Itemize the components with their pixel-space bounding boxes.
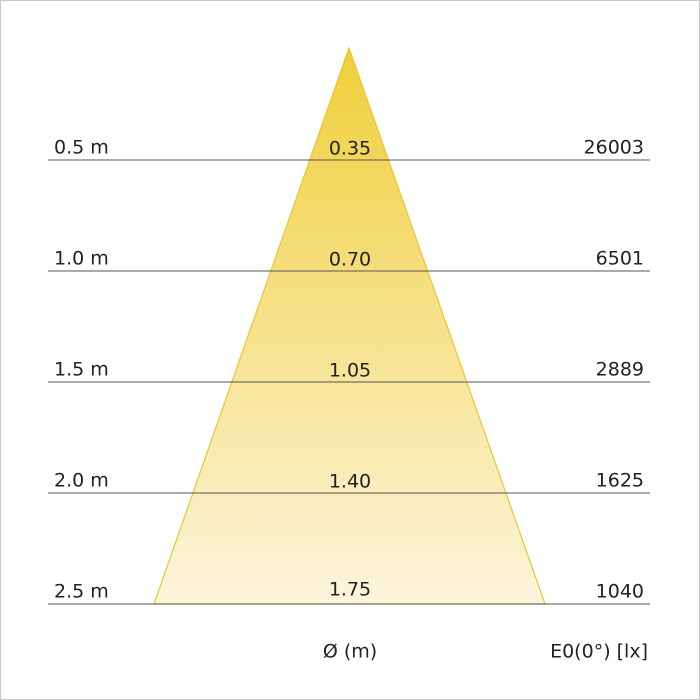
diameter-label: Ø (m) <box>323 641 377 663</box>
illuminance-label: E0(0°) [lx] <box>550 641 648 663</box>
diameter: 1.40 <box>329 471 371 493</box>
diameter: 1.05 <box>329 360 371 382</box>
illuminance: 1625 <box>596 470 644 492</box>
diameter: 0.70 <box>329 249 371 271</box>
distance: 1.5 m <box>54 359 109 381</box>
diameter: 0.35 <box>329 138 371 160</box>
distance: 0.5 m <box>54 137 109 159</box>
illuminance: 26003 <box>584 137 644 159</box>
distance: 2.5 m <box>54 581 109 603</box>
distance: 2.0 m <box>54 470 109 492</box>
diameter: 1.75 <box>329 579 371 601</box>
distance: 1.0 m <box>54 248 109 270</box>
illuminance: 1040 <box>596 581 644 603</box>
illuminance: 6501 <box>596 248 644 270</box>
illuminance: 2889 <box>596 359 644 381</box>
